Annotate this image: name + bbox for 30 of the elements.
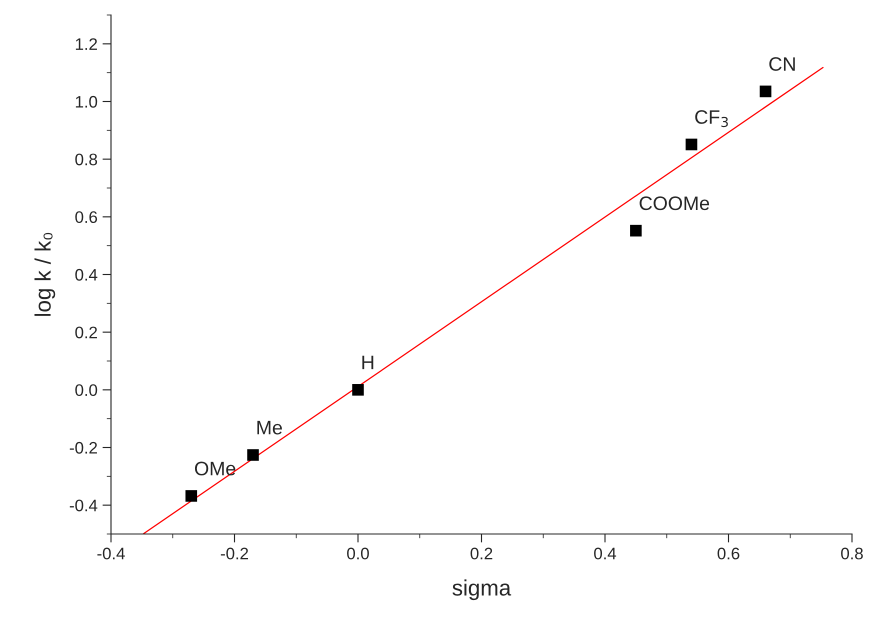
point	[630, 224, 642, 236]
annotation: OMe	[194, 462, 236, 476]
y-tick-label: 1.0	[76, 96, 98, 108]
y-tick-label: 1.2	[76, 38, 97, 50]
point	[760, 86, 772, 98]
x-tick-label: -0.2	[220, 548, 248, 560]
y-tick-label: 0.6	[75, 211, 98, 224]
point	[352, 384, 364, 396]
y-axis-title: log k / k₀	[34, 232, 56, 316]
x-tick-label: -0.4	[97, 548, 125, 560]
point	[185, 490, 198, 502]
point	[247, 449, 259, 461]
x-tick-label: 0.0	[347, 548, 369, 560]
y-tick-label: 0.2	[75, 326, 97, 338]
annotation: H	[362, 356, 374, 370]
annotation: CF$_{3}$	[695, 110, 728, 128]
annotation: COOMe	[640, 196, 710, 210]
y-tick-label: 0.4	[75, 268, 98, 281]
x-tick-label: 0.2	[470, 548, 492, 560]
x-tick-label: 0.6	[718, 548, 740, 560]
y-tick-label: -0.2	[70, 442, 97, 454]
annotation: CN	[769, 57, 795, 71]
x-axis-title: sigma	[452, 579, 512, 600]
y-tick-label: 0.8	[75, 154, 98, 166]
x-tick-label: 0.4	[594, 548, 616, 560]
x-tick-label: 0.8	[841, 548, 863, 560]
point	[686, 138, 698, 150]
y-tick-label: 0.0	[75, 384, 98, 396]
y-tick-label: -0.4	[70, 500, 98, 512]
annotation: Me	[257, 420, 282, 434]
